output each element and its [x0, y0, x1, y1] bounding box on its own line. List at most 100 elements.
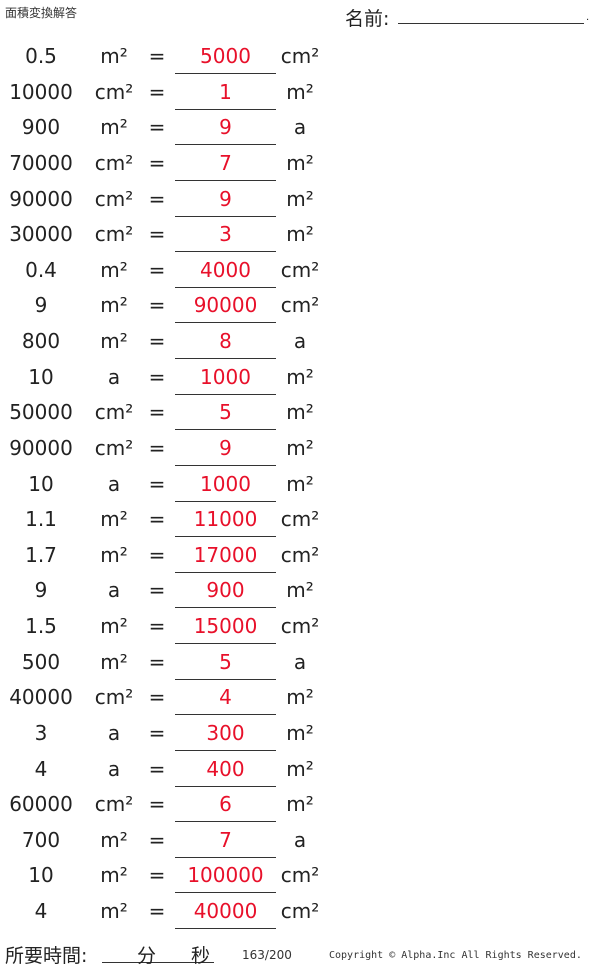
equals-sign: = — [148, 364, 166, 389]
problem-value: 800 — [21, 329, 61, 354]
problem-row: 500 m² = 5 a — [0, 645, 330, 680]
equals-sign: = — [148, 471, 166, 496]
answer-field[interactable]: 9 — [175, 431, 276, 466]
answer-field[interactable]: 9 — [175, 110, 276, 146]
problem-row: 9 a = 900 m² — [0, 573, 330, 609]
answer-field[interactable]: 6 — [175, 787, 276, 823]
problem-row: 0.5 m² = 5000 cm² — [0, 39, 330, 74]
to-unit: m² — [286, 435, 314, 460]
problem-row: 30000 cm² = 3 m² — [0, 217, 330, 253]
problem-row: 4 m² = 40000 cm² — [0, 894, 330, 930]
from-unit: m² — [100, 899, 128, 924]
time-field[interactable] — [102, 962, 214, 963]
from-unit: a — [107, 364, 121, 389]
answer-field[interactable]: 1000 — [175, 467, 276, 502]
from-unit: cm² — [94, 435, 134, 460]
from-unit: m² — [100, 507, 128, 532]
from-unit: a — [107, 720, 121, 745]
problem-row: 1.1 m² = 11000 cm² — [0, 502, 330, 538]
answer-field[interactable]: 300 — [175, 716, 276, 751]
problem-value: 10000 — [9, 79, 73, 104]
problem-value: 0.5 — [25, 44, 57, 68]
name-field[interactable] — [398, 23, 584, 24]
problem-row: 4 a = 400 m² — [0, 752, 330, 787]
to-unit: m² — [286, 364, 314, 389]
answer-field[interactable]: 7 — [175, 823, 276, 858]
answer-field[interactable]: 100000 — [175, 858, 276, 894]
equals-sign: = — [148, 186, 166, 211]
problem-value: 9 — [34, 578, 48, 603]
answer-field[interactable]: 7 — [175, 146, 276, 181]
answer-field[interactable]: 90000 — [175, 288, 276, 324]
problem-value: 1.5 — [25, 614, 57, 639]
answer-field[interactable]: 900 — [175, 573, 276, 609]
to-unit: m² — [286, 400, 314, 425]
answer-field[interactable]: 17000 — [175, 538, 276, 573]
to-unit: cm² — [280, 614, 320, 639]
answer-field[interactable]: 5000 — [175, 39, 276, 74]
problem-row: 700 m² = 7 a — [0, 823, 330, 858]
from-unit: a — [107, 578, 121, 603]
problem-row: 10 a = 1000 m² — [0, 360, 330, 395]
problem-value: 0.4 — [25, 257, 57, 282]
answer-field[interactable]: 8 — [175, 324, 276, 360]
answer-field[interactable]: 4000 — [175, 253, 276, 288]
equals-sign: = — [148, 507, 166, 532]
to-unit: m² — [286, 578, 314, 603]
from-unit: cm² — [94, 150, 134, 175]
to-unit: a — [293, 115, 307, 140]
problem-value: 10 — [28, 863, 54, 888]
answer-field[interactable]: 4 — [175, 680, 276, 716]
from-unit: cm² — [94, 792, 134, 817]
problem-value: 90000 — [9, 435, 73, 460]
to-unit: cm² — [280, 542, 320, 567]
answer-field[interactable]: 11000 — [175, 502, 276, 538]
problem-value: 4 — [34, 756, 48, 781]
to-unit: a — [293, 329, 307, 354]
from-unit: m² — [100, 115, 128, 140]
problem-row: 50000 cm² = 5 m² — [0, 395, 330, 431]
equals-sign: = — [148, 150, 166, 175]
from-unit: m² — [100, 614, 128, 639]
problem-row: 1.7 m² = 17000 cm² — [0, 538, 330, 573]
problem-row: 40000 cm² = 4 m² — [0, 680, 330, 716]
to-unit: m² — [286, 792, 314, 817]
from-unit: m² — [100, 649, 128, 674]
from-unit: cm² — [94, 400, 134, 425]
answer-field[interactable]: 15000 — [175, 609, 276, 645]
equals-sign: = — [148, 756, 166, 781]
equals-sign: = — [148, 400, 166, 425]
from-unit: a — [107, 756, 121, 781]
answer-field[interactable]: 400 — [175, 752, 276, 787]
answer-field[interactable]: 40000 — [175, 894, 276, 930]
answer-field[interactable]: 1000 — [175, 360, 276, 395]
problem-row: 90000 cm² = 9 m² — [0, 431, 330, 466]
equals-sign: = — [148, 329, 166, 354]
answer-field[interactable]: 1 — [175, 75, 276, 110]
answer-field[interactable]: 3 — [175, 217, 276, 253]
name-dot: . — [586, 12, 590, 23]
to-unit: cm² — [280, 257, 320, 282]
answer-field[interactable]: 9 — [175, 182, 276, 217]
problem-row: 900 m² = 9 a — [0, 110, 330, 146]
from-unit: cm² — [94, 685, 134, 710]
from-unit: cm² — [94, 186, 134, 211]
equals-sign: = — [148, 293, 166, 318]
from-unit: cm² — [94, 222, 134, 247]
answer-field[interactable]: 5 — [175, 395, 276, 431]
equals-sign: = — [148, 44, 166, 68]
to-unit: cm² — [280, 293, 320, 318]
to-unit: cm² — [280, 863, 320, 888]
problem-value: 500 — [21, 649, 61, 674]
equals-sign: = — [148, 257, 166, 282]
answer-field[interactable]: 5 — [175, 645, 276, 680]
from-unit: cm² — [94, 79, 134, 104]
equals-sign: = — [148, 685, 166, 710]
to-unit: m² — [286, 685, 314, 710]
to-unit: cm² — [280, 44, 320, 68]
to-unit: a — [293, 649, 307, 674]
from-unit: m² — [100, 293, 128, 318]
equals-sign: = — [148, 115, 166, 140]
equals-sign: = — [148, 578, 166, 603]
name-label: 名前: — [345, 8, 390, 30]
